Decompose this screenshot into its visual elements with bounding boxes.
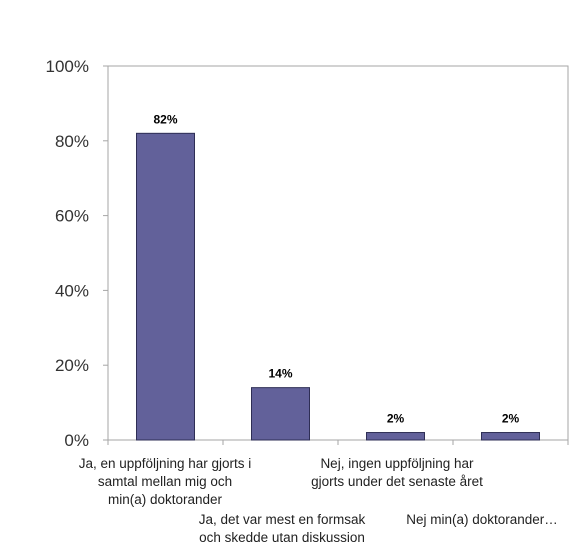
category-label: Ja, det var mest en formsak och skedde ut…	[199, 512, 366, 545]
y-tick-label: 40%	[55, 281, 89, 300]
data-labels: 82% 14% 2% 2%	[153, 112, 519, 425]
category-label: Ja, en uppföljning har gjorts i samtal me…	[79, 456, 252, 507]
bar	[251, 387, 310, 441]
y-axis: 0% 20% 40% 60% 80% 100%	[46, 57, 108, 450]
x-axis: Ja, en uppföljning har gjorts i samtal me…	[79, 440, 569, 545]
bar	[481, 432, 540, 441]
data-label: 2%	[387, 412, 405, 426]
data-label: 82%	[153, 112, 177, 126]
category-label: Nej, ingen uppföljning har gjorts under d…	[311, 456, 483, 489]
y-tick-label: 60%	[55, 207, 89, 226]
bars	[136, 132, 540, 441]
y-tick-label: 80%	[55, 132, 89, 151]
data-label: 14%	[268, 367, 292, 381]
data-label: 2%	[502, 412, 520, 426]
bar	[136, 132, 195, 441]
y-tick-label: 20%	[55, 356, 89, 375]
category-label: Nej min(a) doktorander…	[406, 512, 558, 527]
bar	[366, 432, 425, 441]
y-tick-label: 0%	[64, 431, 89, 450]
y-tick-label: 100%	[46, 57, 89, 76]
